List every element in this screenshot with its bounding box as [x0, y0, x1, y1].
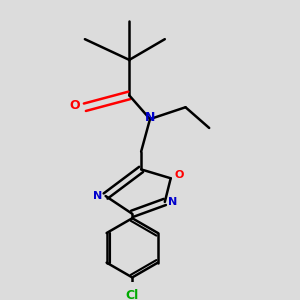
Text: O: O — [69, 99, 80, 112]
Text: N: N — [145, 111, 155, 124]
Text: N: N — [93, 191, 102, 201]
Text: Cl: Cl — [126, 289, 139, 300]
Text: N: N — [169, 197, 178, 207]
Text: O: O — [174, 170, 184, 180]
